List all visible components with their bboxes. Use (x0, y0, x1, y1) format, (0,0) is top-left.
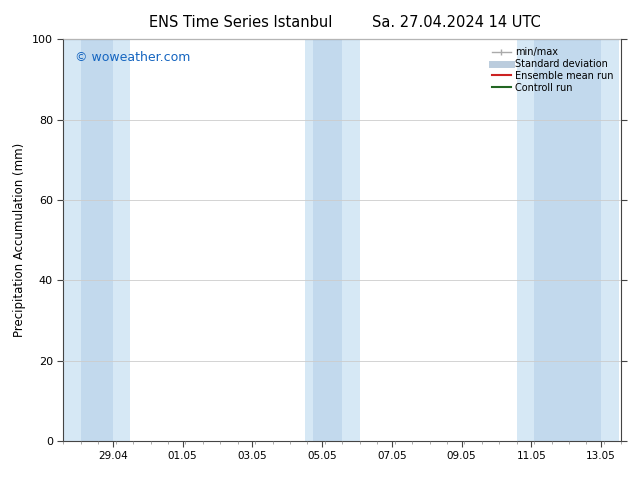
Y-axis label: Precipitation Accumulation (mm): Precipitation Accumulation (mm) (13, 143, 27, 337)
Text: Sa. 27.04.2024 14 UTC: Sa. 27.04.2024 14 UTC (372, 15, 541, 30)
Bar (517, 39, 619, 441)
Legend: min/max, Standard deviation, Ensemble mean run, Controll run: min/max, Standard deviation, Ensemble me… (489, 44, 616, 96)
Bar (313, 39, 342, 441)
Bar (81, 39, 113, 441)
Bar (305, 39, 359, 441)
Text: ENS Time Series Istanbul: ENS Time Series Istanbul (149, 15, 333, 30)
Text: © woweather.com: © woweather.com (75, 51, 190, 64)
Bar (534, 39, 601, 441)
Bar (63, 39, 131, 441)
